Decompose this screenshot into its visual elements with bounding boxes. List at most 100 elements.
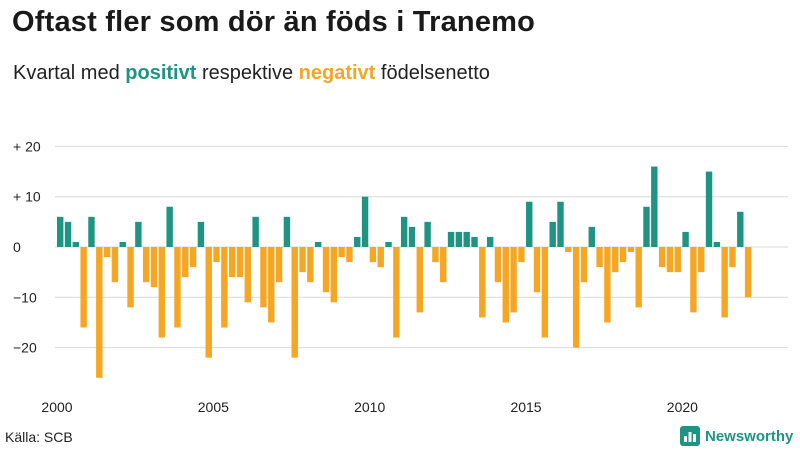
bar [174,247,181,328]
bar [338,247,345,258]
bar [307,247,314,283]
bar [674,247,681,273]
bar [572,247,580,348]
subtitle-positive: positivt [125,62,197,84]
y-tick-label: + 10 [13,189,41,205]
bar [455,231,463,247]
newsworthy-logo-icon [680,426,700,446]
bar [549,221,556,247]
bar [299,247,306,273]
bar [744,247,752,298]
bar [283,216,291,247]
bar [400,216,408,247]
bar [690,247,697,313]
chart-title: Oftast fler som dör än föds i Tranemo [12,6,536,38]
bar [721,247,728,318]
source-label: Källa: SCB [5,429,73,445]
x-tick-label: 2010 [354,399,385,415]
bar [314,241,322,247]
bar [80,247,87,328]
bar [666,247,674,273]
bar [291,247,298,358]
bar [260,247,267,308]
bar [557,201,564,247]
bar [252,216,259,247]
bar [369,247,377,263]
bar [502,247,509,323]
bar [541,247,549,338]
bar [135,221,142,247]
bar [729,247,736,268]
bar [565,247,572,253]
bar [486,236,494,247]
brand-logo[interactable]: Newsworthy [680,426,793,446]
x-tick-label: 2005 [198,399,229,415]
bar [182,247,189,278]
bar [361,196,369,247]
y-tick-label: 0 [13,239,21,255]
bar [596,247,603,268]
bar [698,247,705,273]
bar [346,247,353,263]
bar [713,241,721,247]
bar [377,247,384,268]
bar [447,231,455,247]
bar [189,247,197,268]
bar [322,247,330,293]
bar [57,216,64,247]
bar [228,247,236,278]
bar [651,166,658,247]
y-tick-label: −20 [13,340,37,356]
bar [127,247,134,308]
bar [330,247,338,303]
bar [213,247,220,263]
bar [88,216,95,247]
bar [236,247,244,278]
bar [416,247,424,313]
bar [244,247,252,303]
subtitle-pre: Kvartal med [13,62,126,84]
bar [635,247,642,308]
bar [166,206,173,247]
bar [111,247,119,283]
bar [96,247,103,378]
subtitle-post: födelsenetto [375,62,490,84]
chart-subtitle: Kvartal med positivt respektive negativt… [13,62,490,85]
bar [119,241,126,247]
bar [275,247,283,283]
bar [479,247,486,318]
y-tick-label: + 20 [13,138,41,154]
brand-name: Newsworthy [705,427,794,445]
bar [408,226,416,247]
bar [103,247,111,258]
bar [494,247,502,283]
bar [142,247,150,283]
bar [580,247,588,283]
bar [197,221,205,247]
subtitle-mid: respektive [196,62,299,84]
bar [268,247,275,323]
bar [612,247,619,273]
bar [440,247,447,283]
bar [221,247,228,328]
bar [158,247,166,338]
x-tick-label: 2000 [41,399,72,415]
bar [588,226,595,247]
subtitle-negative: negativt [298,62,376,84]
bar [354,236,361,247]
bar [526,201,533,247]
x-tick-label: 2020 [667,399,698,415]
bar [682,231,689,247]
bar [604,247,611,323]
bar [432,247,439,263]
bar [658,247,666,268]
bar [471,236,478,247]
bar [518,247,525,263]
x-tick-label: 2015 [510,399,541,415]
bar [385,241,392,247]
bar [510,247,517,313]
bar [424,221,431,247]
bar [205,247,212,358]
bar [72,241,80,247]
